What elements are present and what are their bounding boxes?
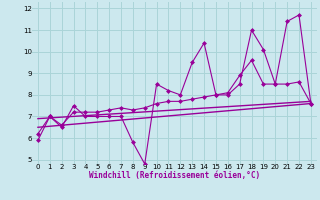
X-axis label: Windchill (Refroidissement éolien,°C): Windchill (Refroidissement éolien,°C): [89, 171, 260, 180]
